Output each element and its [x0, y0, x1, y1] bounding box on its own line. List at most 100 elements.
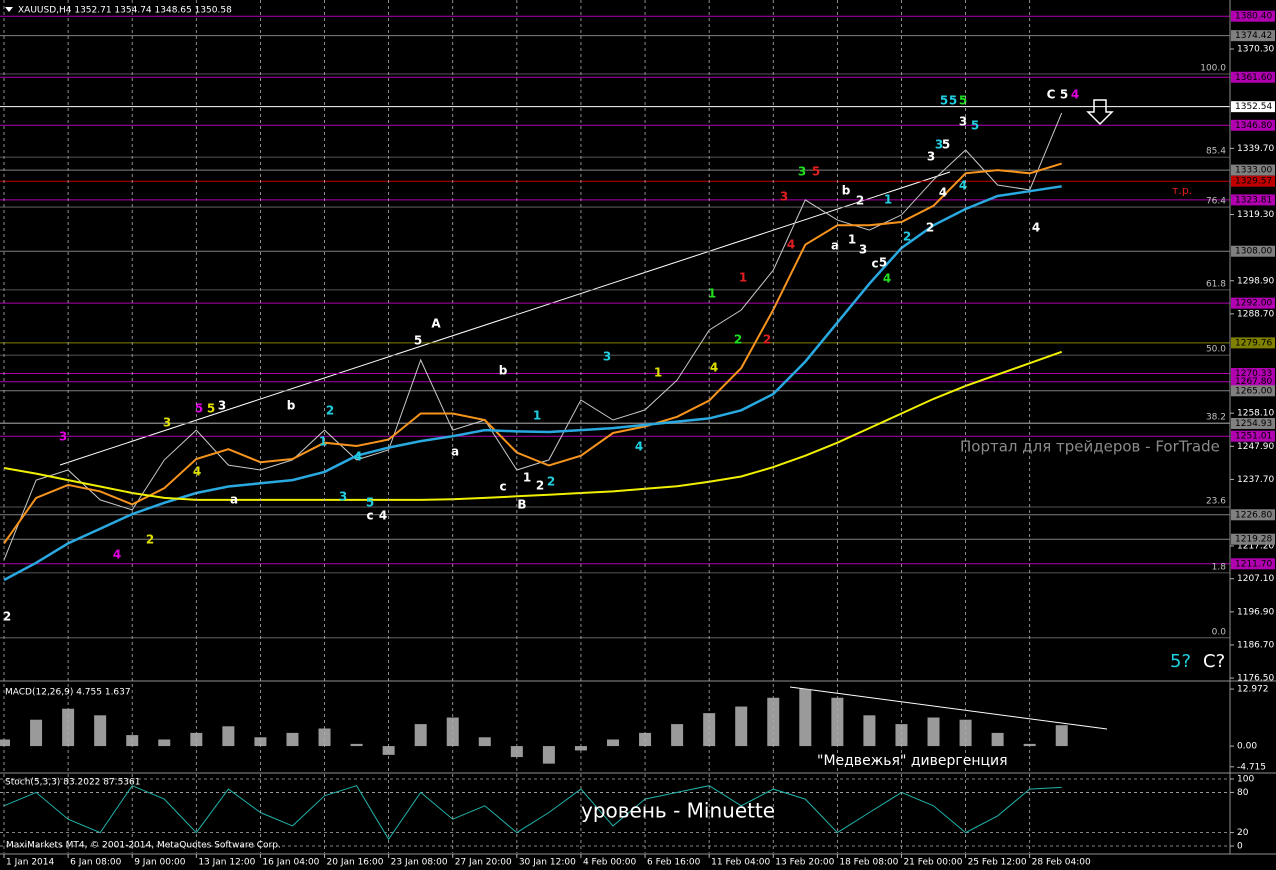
- level-box: [1231, 509, 1275, 521]
- wave-label: 2: [536, 479, 544, 493]
- wave-label: 4: [939, 186, 947, 200]
- histogram-bar: [286, 732, 299, 747]
- histogram-bar: [799, 688, 812, 747]
- series-line: [3, 162, 1062, 544]
- x-tick-label: 25 Feb 12:00: [968, 858, 1027, 868]
- y-tick-label: 100: [1237, 775, 1254, 785]
- level-label: 1346.80: [1235, 121, 1272, 131]
- level-label: 1270.33: [1235, 369, 1272, 379]
- y-tick-label: -4.715: [1237, 762, 1266, 772]
- histogram-bar: [542, 746, 555, 764]
- wave-label: 1: [739, 271, 747, 285]
- histogram-bar: [606, 739, 619, 747]
- y-tick-label: 1186.70: [1237, 640, 1274, 650]
- panel-title: Stoch(5,3,3) 83.2022 87.5361: [5, 778, 140, 788]
- histogram-bar: [671, 724, 684, 747]
- histogram-bar: [222, 726, 235, 747]
- y-tick-label: 1258.10: [1237, 409, 1274, 419]
- wave-label: 5: [812, 165, 820, 179]
- level-label: 1292.00: [1235, 299, 1272, 309]
- wave-label: b: [287, 399, 296, 413]
- fib-label: 38.2: [1206, 412, 1226, 422]
- fib-label: 23.6: [1206, 496, 1226, 506]
- wave-label: 4: [710, 361, 718, 375]
- y-tick-label: 12.972: [1237, 685, 1269, 695]
- level-box: [1231, 10, 1275, 22]
- wave-label: 3: [59, 430, 67, 444]
- wave-label: 2: [856, 194, 864, 208]
- level-label: 1374.42: [1235, 31, 1272, 41]
- level-label: 1352.54: [1235, 102, 1272, 112]
- y-tick-label: 20: [1237, 828, 1249, 838]
- level-box: [1231, 30, 1275, 42]
- series-line: [3, 350, 1063, 501]
- histogram-bar: [574, 746, 587, 751]
- x-tick-label: 4 Feb 00:00: [583, 858, 637, 868]
- level-box: [1231, 194, 1275, 206]
- y-tick-label: 1217.20: [1237, 541, 1274, 551]
- level-label: 1308.00: [1235, 247, 1272, 257]
- level-box: [1231, 297, 1275, 309]
- y-tick-label: 1298.90: [1237, 276, 1274, 286]
- wave-label: 3: [798, 165, 806, 179]
- wave-label: 2: [763, 333, 771, 347]
- y-tick-label: 1339.70: [1237, 144, 1274, 154]
- wave-label: 4: [379, 509, 387, 523]
- y-tick-label: 1370.30: [1237, 45, 1274, 55]
- wave-label: 5: [207, 402, 215, 416]
- annotation: "Медвежья" дивергенция: [817, 753, 1008, 769]
- wave-label: 5: [414, 334, 422, 348]
- y-tick-label: 1176.50: [1237, 674, 1274, 684]
- wave-label: 3: [218, 399, 226, 413]
- histogram-bar: [94, 715, 107, 747]
- wave-label: 1: [848, 233, 856, 247]
- level-box: [1231, 385, 1275, 397]
- x-tick-label: 18 Feb 08:00: [839, 858, 898, 868]
- panel-title: XAUUSD,H4 1352.71 1354.74 1348.65 1350.5…: [18, 6, 232, 16]
- wave-label: 5: [949, 94, 957, 108]
- wave-label: b: [842, 184, 851, 198]
- y-tick-label: 1207.10: [1237, 574, 1274, 584]
- wave-label: 2: [326, 404, 334, 418]
- wave-label: 3: [859, 243, 867, 257]
- panel-title: MACD(12,26,9) 4.755 1.637: [5, 688, 131, 698]
- y-tick-label: 1319.30: [1237, 210, 1274, 220]
- wave-label: 1: [884, 193, 892, 207]
- wave-label: 1: [533, 409, 541, 423]
- wave-label: 3: [339, 490, 347, 504]
- histogram-bar: [30, 719, 43, 747]
- level-box: [1231, 367, 1275, 379]
- wave-label: 4: [1032, 221, 1040, 235]
- x-tick-label: 6 Feb 16:00: [647, 858, 701, 868]
- x-tick-label: 13 Jan 12:00: [198, 858, 255, 868]
- wave-label: 1: [319, 435, 327, 449]
- histogram-bar: [1055, 725, 1068, 747]
- level-box: [1231, 164, 1275, 176]
- wave-label: 2: [926, 221, 934, 235]
- fib-label: 0.0: [1212, 627, 1227, 637]
- wave-label: 4: [1071, 88, 1079, 102]
- wave-label: 4: [883, 272, 891, 286]
- wave-label: 2: [903, 230, 911, 244]
- wave-label: 5: [959, 94, 967, 108]
- wave-label: A: [431, 317, 441, 331]
- level-box: [1231, 533, 1275, 545]
- annotation: Портал для трейдеров - ForTrade: [960, 438, 1220, 456]
- wave-label: 5: [971, 119, 979, 133]
- level-label: 1333.00: [1235, 166, 1272, 176]
- fib-label: 50.0: [1206, 345, 1226, 355]
- level-label: 1323.81: [1235, 195, 1272, 205]
- histogram-bar: [158, 739, 171, 747]
- wave-label: a: [451, 445, 459, 459]
- wave-label: 3: [603, 350, 611, 364]
- level-box: [1231, 119, 1275, 131]
- histogram-bar: [446, 717, 459, 747]
- x-tick-label: 13 Feb 20:00: [775, 858, 834, 868]
- histogram-bar: [350, 743, 363, 747]
- histogram-bar: [318, 728, 331, 747]
- wave-label: c: [499, 480, 506, 494]
- wave-label: 2: [734, 333, 742, 347]
